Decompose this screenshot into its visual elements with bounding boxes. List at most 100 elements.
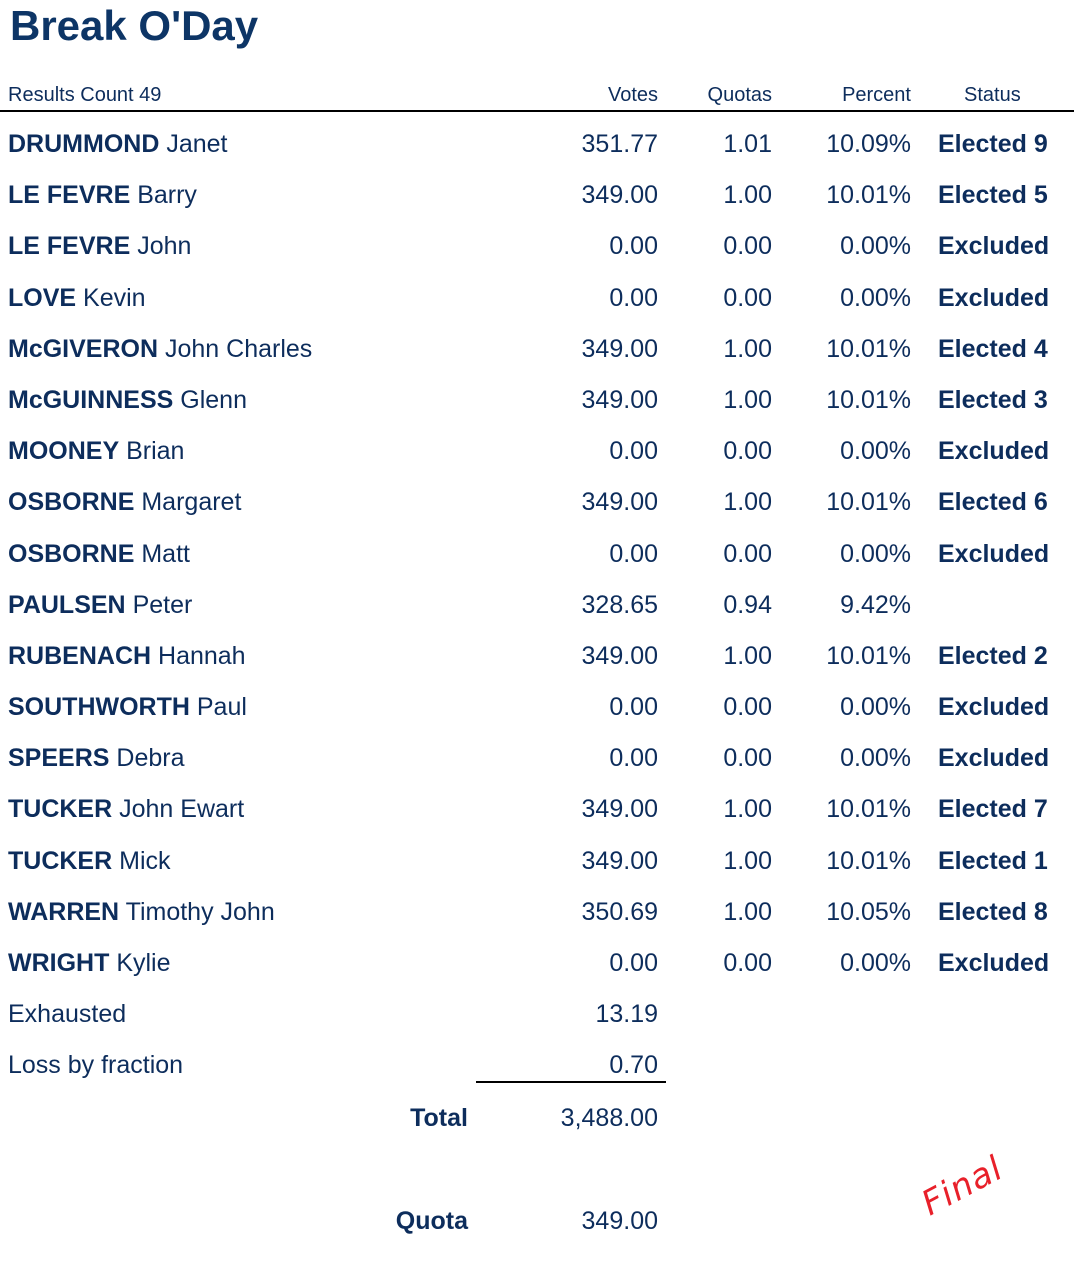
candidate-surname: PAULSEN [8,590,126,619]
candidate-votes: 0.00 [609,744,658,773]
candidate-surname: WARREN [8,897,120,926]
candidate-name: LE FEVRE John [8,232,191,261]
candidate-given-name: Kylie [116,949,171,977]
candidate-quotas: 1.00 [723,385,772,414]
table-row: LE FEVRE Barry 349.00 1.00 10.01% Elected 5 [0,171,1074,222]
table-row: MOONEY Brian 0.00 0.00 0.00% Excluded [0,427,1074,478]
candidate-surname: OSBORNE [8,539,135,568]
candidate-quotas: 1.01 [723,130,772,158]
percent-column-header: Percent [842,84,911,106]
exhausted-row: Exhausted 13.19 [0,990,1074,1041]
candidate-votes: 349.00 [581,181,658,210]
status-column-header: Status [964,84,1021,106]
candidate-given-name: Timothy John [125,897,275,926]
candidate-quotas: 1.00 [723,795,772,824]
table-row: McGUINNESS Glenn 349.00 1.00 10.01% Elected … [0,376,1074,427]
candidate-status: Elected 3 [938,385,1048,414]
candidate-percent: 10.01% [826,334,911,363]
candidate-quotas: 0.00 [723,232,772,261]
candidate-surname: TUCKER [8,846,113,875]
candidate-name: WARREN Timothy John [8,898,275,927]
candidate-percent: 0.00% [840,232,911,261]
candidate-given-name: John [137,232,192,261]
results-count-label: Results Count 49 [8,84,162,106]
table-row: TUCKER John Ewart 349.00 1.00 10.01% Elected… [0,785,1074,836]
quota-value: 349.00 [581,1207,658,1235]
candidate-given-name: John Ewart [119,795,245,824]
candidate-percent: 0.00% [840,539,911,568]
table-header: Results Count 49 Votes Quotas Percent St… [0,80,1074,112]
candidate-votes: 349.00 [581,334,658,363]
exhausted-label: Exhausted [8,1000,127,1029]
exhausted-votes: 13.19 [595,1000,658,1029]
candidate-given-name: Brian [126,437,185,466]
quota-row: Quota 349.00 [0,1205,1074,1245]
candidate-surname: LOVE [8,283,77,312]
candidate-given-name: Glenn [180,385,247,414]
candidate-given-name: Matt [141,539,190,568]
candidate-surname: DRUMMOND [8,130,160,158]
candidate-surname: McGIVERON [8,334,159,363]
table-row: OSBORNE Margaret 349.00 1.00 10.01% Elected … [0,478,1074,529]
table-row: TUCKER Mick 349.00 1.00 10.01% Elected 1 [0,837,1074,888]
candidate-votes: 351.77 [581,130,658,158]
candidate-percent: 0.00% [840,744,911,773]
candidate-votes: 349.00 [581,795,658,824]
candidate-given-name: Barry [137,181,197,210]
candidate-status: Excluded [938,949,1050,977]
candidate-status: Elected 5 [938,181,1048,210]
candidate-name: MOONEY Brian [8,437,184,466]
candidate-surname: MOONEY [8,437,120,466]
candidate-given-name: Margaret [141,488,242,517]
candidate-name: WRIGHT Kylie [8,949,171,978]
candidate-percent: 0.00% [840,437,911,466]
candidate-name: RUBENACH Hannah [8,642,246,671]
candidate-status: Elected 7 [938,795,1048,824]
table-row: McGIVERON John Charles 349.00 1.00 10.01% El… [0,325,1074,376]
candidate-name: LOVE Kevin [8,284,146,313]
candidate-given-name: Peter [132,590,193,619]
candidate-status: Elected 1 [938,846,1048,875]
candidate-percent: 0.00% [840,283,911,312]
candidate-name: OSBORNE Matt [8,540,190,569]
table-row: OSBORNE Matt 0.00 0.00 0.00% Excluded [0,530,1074,581]
candidate-name: PAULSEN Peter [8,591,192,620]
table-row: SPEERS Debra 0.00 0.00 0.00% Excluded [0,734,1074,785]
sum-divider [476,1081,666,1083]
candidate-surname: LE FEVRE [8,232,131,261]
candidate-surname: TUCKER [8,795,113,824]
candidate-votes: 349.00 [581,846,658,875]
candidate-percent: 10.05% [826,897,911,926]
candidate-given-name: Hannah [158,641,246,670]
candidate-quotas: 1.00 [723,334,772,363]
candidate-status: Excluded [938,693,1050,722]
candidate-votes: 0.00 [609,539,658,568]
candidate-status: Elected 9 [938,130,1048,158]
candidate-percent: 10.09% [826,130,911,158]
candidate-quotas: 0.00 [723,283,772,312]
candidate-votes: 328.65 [581,590,658,619]
candidate-status: Elected 8 [938,897,1048,926]
candidate-name: McGIVERON John Charles [8,335,312,364]
total-value: 3,488.00 [560,1104,658,1132]
candidate-quotas: 0.00 [723,949,772,977]
candidate-percent: 0.00% [840,949,911,977]
candidate-status: Elected 4 [938,334,1048,363]
candidate-name: SPEERS Debra [8,744,184,773]
candidate-name: DRUMMOND Janet [8,130,228,159]
candidate-votes: 349.00 [581,641,658,670]
candidate-quotas: 1.00 [723,846,772,875]
candidate-given-name: Kevin [83,283,146,312]
table-row: WARREN Timothy John 350.69 1.00 10.05% Elect… [0,888,1074,939]
candidate-percent: 10.01% [826,846,911,875]
candidate-votes: 0.00 [609,949,658,977]
candidate-votes: 349.00 [581,488,658,517]
loss-by-fraction-row: Loss by fraction 0.70 [0,1041,1074,1092]
candidate-status: Excluded [938,437,1050,466]
candidate-name: SOUTHWORTH Paul [8,693,247,722]
candidate-votes: 350.69 [581,897,658,926]
table-row: LOVE Kevin 0.00 0.00 0.00% Excluded [0,274,1074,325]
candidate-status: Elected 2 [938,641,1048,670]
candidate-quotas: 0.00 [723,693,772,722]
candidate-percent: 9.42% [840,590,911,619]
